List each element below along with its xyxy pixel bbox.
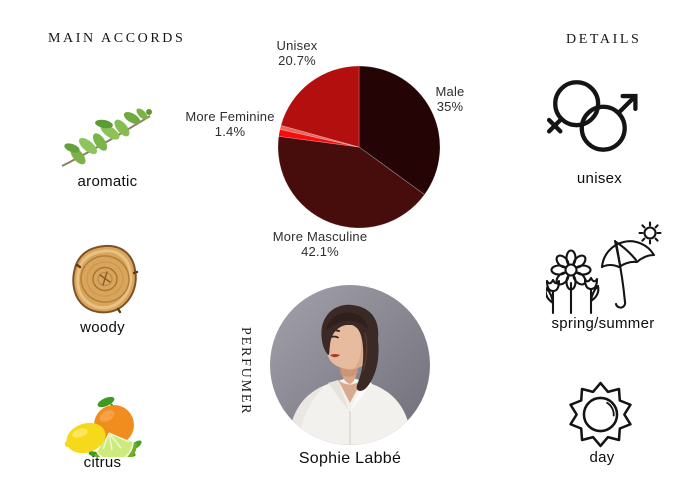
pie-label-male-pct: 35% — [436, 99, 464, 114]
perfumer-name: Sophie Labbé — [298, 450, 402, 467]
detail-label-day: day — [589, 449, 615, 466]
pie-label-male-name: Male — [435, 84, 465, 99]
herb-sprig-image — [61, 108, 152, 167]
pie-label-unisex-pct: 20.7% — [278, 53, 316, 68]
pie-label-more-feminine-pct: 1.4% — [214, 124, 246, 139]
perfumer-section-label: PERFUMER — [238, 327, 253, 416]
citrus-fruits-image — [64, 396, 142, 457]
detail-label-unisex: unisex — [576, 170, 623, 187]
main-accords-header: MAIN ACCORDS — [48, 31, 186, 46]
accord-label-woody: woody — [80, 319, 125, 336]
wood-slice-image — [72, 244, 139, 314]
pie-slice-unlabeled — [279, 124, 360, 148]
pie-label-unisex-name: Unisex — [276, 38, 318, 53]
unisex-gender-icon — [546, 80, 638, 152]
pie-slice-more-feminine — [278, 128, 360, 148]
pie-slice-male — [358, 65, 441, 196]
perfumer-photo — [270, 285, 430, 445]
pie-label-more-masculine-pct: 42.1% — [301, 244, 339, 259]
pie-label-unisex: Unisex 20.7% — [252, 38, 342, 68]
pie-label-more-feminine: More Feminine 1.4% — [179, 109, 281, 139]
sun-icon — [569, 381, 632, 448]
pie-slice-unisex — [280, 65, 360, 148]
pie-slice-more-masculine — [277, 135, 426, 229]
gender-pie-chart — [277, 65, 441, 229]
pie-label-more-feminine-name: More Feminine — [185, 109, 275, 124]
flowers-umbrella-sun-icon — [546, 221, 662, 315]
pie-label-more-masculine-name: More Masculine — [272, 229, 368, 244]
details-header: DETAILS — [566, 32, 642, 47]
pie-label-male: Male 35% — [419, 84, 481, 114]
accord-label-aromatic: aromatic — [77, 173, 138, 190]
perfumer-portrait-illustration — [270, 285, 430, 445]
pie-label-more-masculine: More Masculine 42.1% — [247, 229, 393, 259]
detail-label-spring-summer: spring/summer — [551, 315, 655, 332]
accord-label-citrus: citrus — [83, 454, 122, 471]
